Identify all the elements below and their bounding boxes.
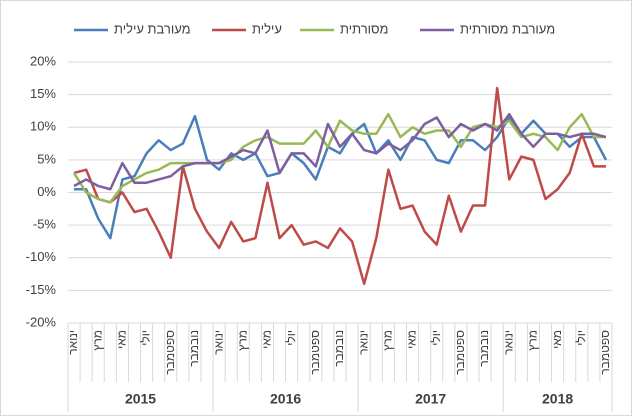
x-tick-label: נובמבר (187, 330, 201, 367)
x-tick-label: מרץ (90, 330, 104, 351)
year-label: 2015 (125, 391, 156, 407)
legend-label: מסורתית (340, 21, 388, 36)
x-tick-label: נובמבר (332, 330, 346, 367)
x-tick-label: מאי (405, 330, 419, 349)
x-tick-label: ספטמבר (163, 330, 177, 375)
x-tick-label: יולי (429, 330, 443, 346)
x-tick-label: ינואר (501, 330, 515, 355)
x-tick-label: מרץ (235, 330, 249, 351)
y-tick-label: 10% (30, 119, 56, 134)
x-tick-label: ינואר (211, 330, 225, 355)
year-label: 2016 (270, 391, 301, 407)
y-tick-label: 20% (30, 53, 56, 68)
y-tick-label: -20% (26, 314, 57, 329)
year-label: 2018 (542, 391, 573, 407)
x-tick-label: יולי (139, 330, 153, 346)
legend-label: מעורבת מסורתית (460, 21, 555, 36)
x-tick-label: מאי (115, 330, 129, 349)
y-tick-label: 15% (30, 86, 56, 101)
x-tick-label: ספטמבר (308, 330, 322, 375)
y-tick-label: -5% (33, 217, 57, 232)
series-line (73, 86, 606, 286)
y-tick-label: -10% (26, 249, 57, 264)
x-tick-label: ספטמבר (598, 330, 612, 375)
legend-label: עילית (252, 21, 282, 36)
x-tick-label: נובמבר (477, 330, 491, 367)
x-tick-label: ינואר (66, 330, 80, 355)
x-tick-label: מרץ (526, 330, 540, 351)
y-tick-label: -15% (26, 282, 57, 297)
x-tick-label: מרץ (381, 330, 395, 351)
x-tick-label: יולי (284, 330, 298, 346)
y-tick-label: 0% (37, 184, 56, 199)
x-tick-label: יולי (574, 330, 588, 346)
x-tick-label: מאי (550, 330, 564, 349)
series-line (73, 112, 607, 191)
x-tick-label: ינואר (356, 330, 370, 355)
y-tick-label: 5% (37, 151, 56, 166)
series-line (72, 112, 606, 204)
year-label: 2017 (415, 391, 446, 407)
x-tick-label: מאי (260, 330, 274, 349)
x-tick-label: ספטמבר (453, 330, 467, 375)
legend-label: מעורבת עילית (114, 21, 191, 36)
